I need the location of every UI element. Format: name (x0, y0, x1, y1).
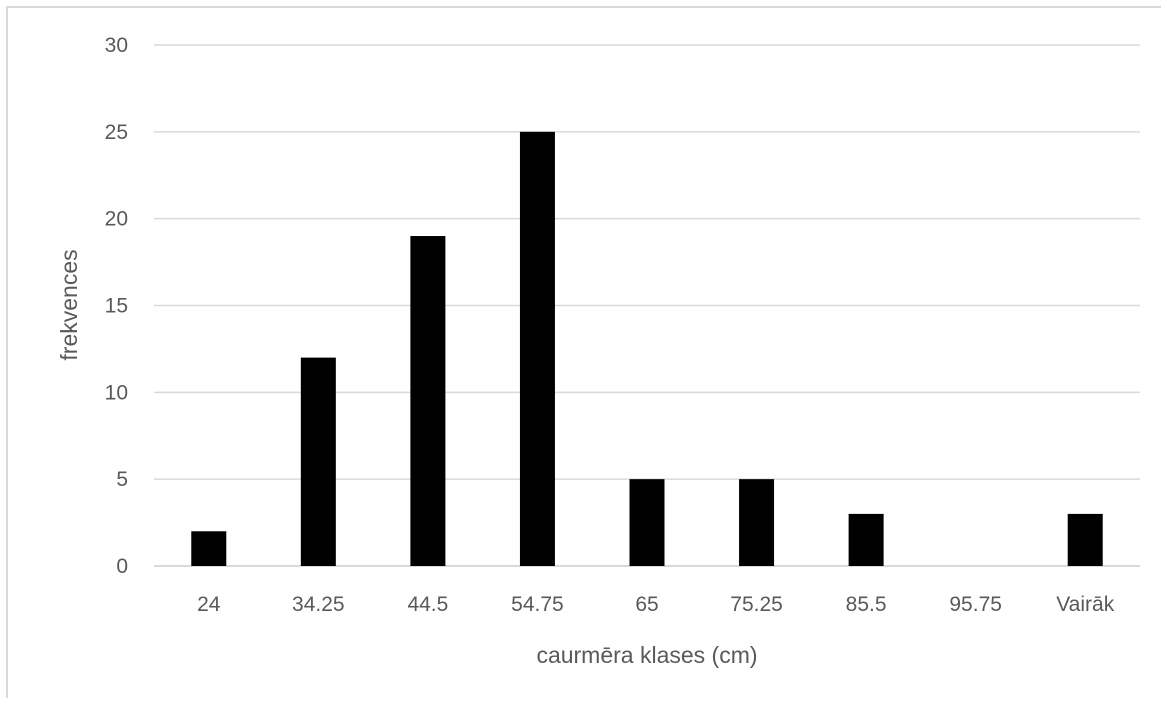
y-tick-label: 10 (105, 381, 128, 404)
bar (848, 513, 884, 566)
x-tick-label: 95.75 (949, 593, 1002, 616)
y-tick-label: 5 (116, 468, 128, 491)
x-tick-label: 65 (635, 593, 658, 616)
bar (300, 357, 336, 566)
x-axis-title: caurmēra klases (cm) (536, 642, 757, 668)
x-tick-label: 34.25 (292, 593, 345, 616)
x-tick-label: 54.75 (511, 593, 564, 616)
x-tick-label: 44.5 (407, 593, 448, 616)
y-tick-label: 20 (105, 208, 128, 231)
x-tick-label: Vairāk (1056, 593, 1114, 616)
y-tick-label: 25 (105, 121, 128, 144)
bar (1067, 513, 1103, 566)
x-tick-label: 85.5 (846, 593, 887, 616)
bars (191, 131, 1103, 567)
y-tick-label: 30 (105, 34, 128, 57)
bar (739, 479, 775, 566)
bar (410, 236, 446, 567)
y-tick-label: 15 (105, 295, 128, 318)
x-tick-label: 75.25 (730, 593, 783, 616)
y-axis-tick-labels: 0 5 10 15 20 25 30 (105, 34, 128, 578)
x-tick-label: 24 (197, 593, 221, 616)
bar (629, 479, 665, 566)
chart-frame (6, 6, 1161, 698)
bar (191, 531, 227, 566)
y-tick-label: 0 (116, 555, 128, 578)
y-axis-title: frekvences (56, 249, 82, 360)
bar (519, 131, 555, 567)
x-axis-tick-labels: 24 34.25 44.5 54.75 65 75.25 85.5 95.75 Vairāk (197, 593, 1115, 616)
